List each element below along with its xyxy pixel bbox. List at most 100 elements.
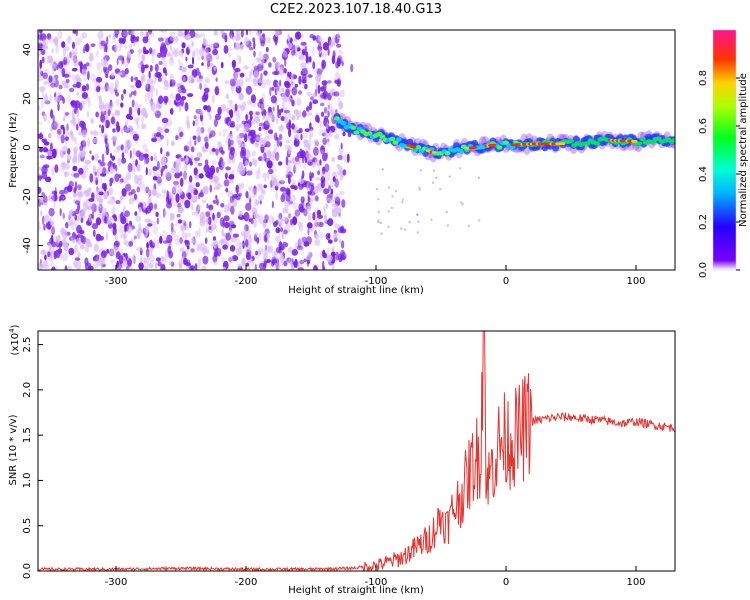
spectrogram-noise-blob xyxy=(49,237,54,245)
spectrogram-noise-blob xyxy=(42,72,48,79)
spectrogram-noise-blob xyxy=(119,255,124,265)
y-tick-label: 40 xyxy=(22,43,33,56)
spectrogram-noise-blob xyxy=(249,161,252,167)
spectrogram-noise-blob xyxy=(231,89,235,95)
spectrogram-noise-blob xyxy=(209,165,216,175)
spectrogram-noise-blob xyxy=(326,247,330,255)
spectrogram-noise-blob xyxy=(320,86,325,92)
spectrogram-noise-blob xyxy=(191,211,198,216)
signal-peak xyxy=(431,150,437,154)
spectrogram-noise-blob xyxy=(203,265,207,270)
spectrogram-noise-blob xyxy=(147,78,154,85)
x-tick-label: -100 xyxy=(365,577,388,588)
spectrogram-noise-blob xyxy=(307,222,313,229)
spectrogram-noise-blob xyxy=(213,177,218,183)
spectrogram-noise-blob xyxy=(248,110,254,116)
spectrogram-noise-blob xyxy=(155,103,161,108)
spectrogram-noise-blob xyxy=(311,161,317,168)
spectrogram-noise-blob xyxy=(63,171,70,178)
spectrogram-noise-blob xyxy=(142,207,148,213)
spectrogram-noise-blob xyxy=(170,194,174,204)
spectrogram-noise-blob xyxy=(238,55,242,64)
spectrogram-noise-blob xyxy=(103,150,107,154)
spectrogram-noise-blob xyxy=(333,231,338,241)
spectrogram-noise-blob xyxy=(112,222,117,231)
spectrogram-noise-blob xyxy=(177,219,183,224)
spectrogram-noise-blob xyxy=(54,164,59,173)
spectrogram-residual-dot xyxy=(377,219,380,222)
spectrogram-noise-blob xyxy=(129,43,132,50)
spectrogram-noise-blob xyxy=(271,217,274,224)
spectrogram-noise-blob xyxy=(196,114,200,120)
spectrogram-noise-blob xyxy=(73,261,76,266)
spectrogram-noise-blob xyxy=(228,173,235,180)
spectrogram-noise-blob xyxy=(262,114,265,121)
spectrogram-noise-blob xyxy=(40,249,46,255)
spectrogram-noise-blob xyxy=(228,99,234,105)
spectrogram-noise-blob xyxy=(83,44,89,51)
spectrogram-noise-blob xyxy=(244,166,247,176)
spectrogram-noise-blob xyxy=(217,141,222,149)
spectrogram-noise-blob xyxy=(98,124,102,128)
spectrogram-noise-blob xyxy=(77,214,81,220)
spectrogram-noise-blob xyxy=(109,177,114,184)
figure-title: C2E2.2023.107.18.40.G13 xyxy=(270,2,442,17)
spectrogram-noise-blob xyxy=(72,155,78,164)
spectrogram-noise-blob xyxy=(296,97,302,107)
spectrogram-noise-blob xyxy=(178,31,183,37)
spectrogram-noise-blob xyxy=(328,105,333,112)
spectrogram-noise-blob xyxy=(330,114,335,120)
spectrogram-noise-blob xyxy=(126,224,133,233)
spectrogram-noise-blob xyxy=(140,76,144,81)
spectrogram-noise-blob xyxy=(125,222,130,232)
spectrogram-noise-blob xyxy=(171,168,176,173)
spectrogram-noise-blob xyxy=(162,60,168,69)
spectrogram-noise-blob xyxy=(124,44,128,50)
spectrogram-noise-blob xyxy=(77,191,83,197)
spectrogram-noise-blob xyxy=(239,149,246,159)
spectrogram-noise-blob xyxy=(124,128,130,132)
spectrogram-residual-dot xyxy=(387,186,391,189)
spectrogram-noise-blob xyxy=(168,260,173,266)
spectrogram-noise-blob xyxy=(247,229,251,234)
spectrogram-noise-blob xyxy=(47,119,50,125)
spectrogram-noise-blob xyxy=(333,34,337,38)
spectrogram-noise-blob xyxy=(169,31,175,38)
spectrogram-noise-blob xyxy=(331,55,336,65)
spectrogram-noise-blob xyxy=(136,246,143,252)
spectrogram-noise-blob xyxy=(204,77,210,84)
spectrogram-noise-blob xyxy=(177,30,184,37)
spectrogram-noise-blob xyxy=(174,172,181,179)
spectrogram-noise-blob xyxy=(302,139,307,144)
snr-marks xyxy=(38,331,675,571)
spectrogram-noise-blob xyxy=(104,215,107,223)
spectrogram-noise-blob xyxy=(185,157,190,163)
spectrogram-noise-blob xyxy=(299,259,305,265)
spectrogram-noise-blob xyxy=(44,100,51,105)
spectrogram-noise-blob xyxy=(291,99,295,107)
spectrogram-noise-blob xyxy=(160,255,165,262)
spectrogram-noise-blob xyxy=(51,148,57,159)
spectrogram-noise-blob xyxy=(38,220,41,230)
spectrogram-noise-blob xyxy=(173,183,180,189)
spectrogram-noise-blob xyxy=(48,195,51,201)
spectrogram-noise-blob xyxy=(301,67,308,77)
spectrogram-noise-blob xyxy=(295,49,298,58)
colorbar-gradient xyxy=(713,30,736,270)
spectrogram-noise-blob xyxy=(82,201,88,210)
spectrogram-noise-blob xyxy=(171,46,176,55)
spectrogram-noise-blob xyxy=(287,42,293,49)
spectrogram-noise-blob xyxy=(81,32,88,39)
spectrogram-noise-blob xyxy=(94,266,98,270)
spectrogram-noise-blob xyxy=(150,248,153,256)
spectrogram-noise-blob xyxy=(266,36,271,44)
spectrogram-noise-blob xyxy=(331,251,336,257)
spectrogram-noise-blob xyxy=(297,47,301,52)
spectrogram-noise-blob xyxy=(126,50,132,59)
spectrogram-noise-blob xyxy=(186,46,190,55)
spectrogram-noise-blob xyxy=(338,101,344,110)
spectrogram-noise-blob xyxy=(240,30,244,38)
spectrogram-residual-dot xyxy=(379,221,382,225)
signal-core xyxy=(639,136,646,142)
spectrogram-noise-blob xyxy=(258,122,265,127)
